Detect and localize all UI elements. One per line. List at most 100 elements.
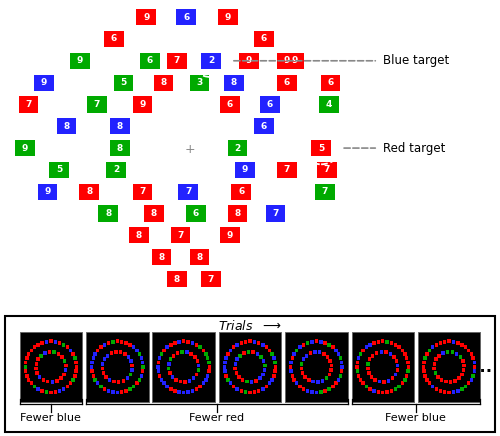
Bar — [240, 389, 243, 393]
Bar — [170, 375, 174, 379]
Bar — [69, 382, 72, 385]
Bar — [264, 345, 268, 349]
Bar — [462, 364, 466, 368]
Bar — [90, 361, 94, 364]
Bar — [120, 340, 124, 344]
Bar — [87, 96, 107, 112]
Bar — [368, 371, 370, 375]
Bar — [72, 378, 75, 382]
Bar — [326, 355, 330, 359]
Bar — [130, 368, 134, 372]
Bar — [403, 352, 406, 356]
Bar — [382, 380, 386, 384]
Bar — [306, 341, 310, 345]
Bar — [295, 382, 298, 385]
Bar — [394, 387, 397, 391]
Bar — [190, 389, 194, 393]
Text: 9: 9 — [22, 143, 28, 153]
Bar — [372, 389, 376, 393]
Bar — [49, 391, 52, 395]
Bar — [368, 343, 372, 347]
Bar — [370, 375, 374, 379]
Bar — [368, 387, 372, 391]
Bar — [34, 367, 37, 370]
Text: 8: 8 — [116, 122, 123, 131]
Bar — [140, 53, 160, 69]
Bar — [274, 369, 277, 373]
Bar — [422, 361, 426, 364]
Bar — [178, 340, 181, 344]
Bar — [418, 332, 480, 402]
Bar — [448, 340, 451, 343]
Bar — [126, 376, 129, 380]
Bar — [422, 369, 426, 373]
Bar — [292, 378, 296, 382]
Bar — [112, 380, 116, 384]
Bar — [270, 352, 274, 356]
Bar — [54, 390, 57, 394]
Bar — [135, 382, 138, 385]
Bar — [224, 374, 228, 378]
Bar — [152, 249, 172, 265]
Bar — [448, 391, 451, 395]
Bar — [422, 365, 425, 369]
Text: 8: 8 — [196, 253, 202, 262]
Bar — [372, 341, 376, 345]
Bar — [190, 75, 210, 91]
Bar — [57, 352, 60, 356]
Bar — [167, 53, 186, 69]
Bar — [434, 358, 438, 361]
Bar — [135, 348, 138, 352]
Bar — [156, 365, 160, 369]
Text: 9: 9 — [143, 13, 150, 22]
Bar — [312, 380, 315, 384]
Bar — [132, 184, 152, 200]
Bar — [24, 361, 28, 364]
Bar — [220, 96, 240, 112]
Text: 5: 5 — [120, 78, 126, 87]
Text: 6: 6 — [266, 100, 273, 109]
Text: 2: 2 — [113, 165, 119, 174]
Text: 6: 6 — [147, 56, 153, 65]
Bar — [250, 380, 253, 384]
Bar — [392, 355, 396, 359]
Text: 8: 8 — [234, 209, 240, 218]
Text: 8: 8 — [105, 209, 112, 218]
Bar — [194, 343, 198, 347]
Bar — [32, 345, 36, 349]
Bar — [244, 340, 248, 344]
Bar — [136, 9, 156, 25]
Bar — [98, 205, 118, 221]
Text: 9: 9 — [242, 165, 248, 174]
Bar — [25, 374, 28, 378]
Bar — [74, 374, 76, 378]
Bar — [182, 391, 186, 395]
Bar — [264, 385, 268, 388]
Bar — [403, 378, 406, 382]
Bar — [92, 374, 95, 378]
Bar — [160, 352, 163, 356]
Bar — [107, 389, 110, 393]
Bar — [313, 350, 316, 354]
Bar — [141, 365, 144, 369]
Bar — [386, 390, 389, 394]
Bar — [166, 345, 169, 349]
Bar — [228, 205, 248, 221]
Bar — [220, 227, 240, 243]
Bar — [298, 385, 302, 388]
Bar — [356, 361, 359, 364]
Bar — [62, 373, 66, 376]
Text: 6: 6 — [328, 78, 334, 87]
Text: 8: 8 — [174, 275, 180, 283]
Bar — [324, 341, 327, 345]
Bar — [438, 354, 441, 358]
Bar — [190, 341, 194, 345]
Bar — [118, 351, 122, 354]
Bar — [130, 364, 134, 368]
Bar — [290, 361, 293, 364]
Bar — [167, 367, 170, 370]
Bar — [400, 382, 404, 385]
Bar — [201, 53, 221, 69]
Bar — [30, 348, 33, 352]
Text: ...: ... — [473, 358, 492, 376]
